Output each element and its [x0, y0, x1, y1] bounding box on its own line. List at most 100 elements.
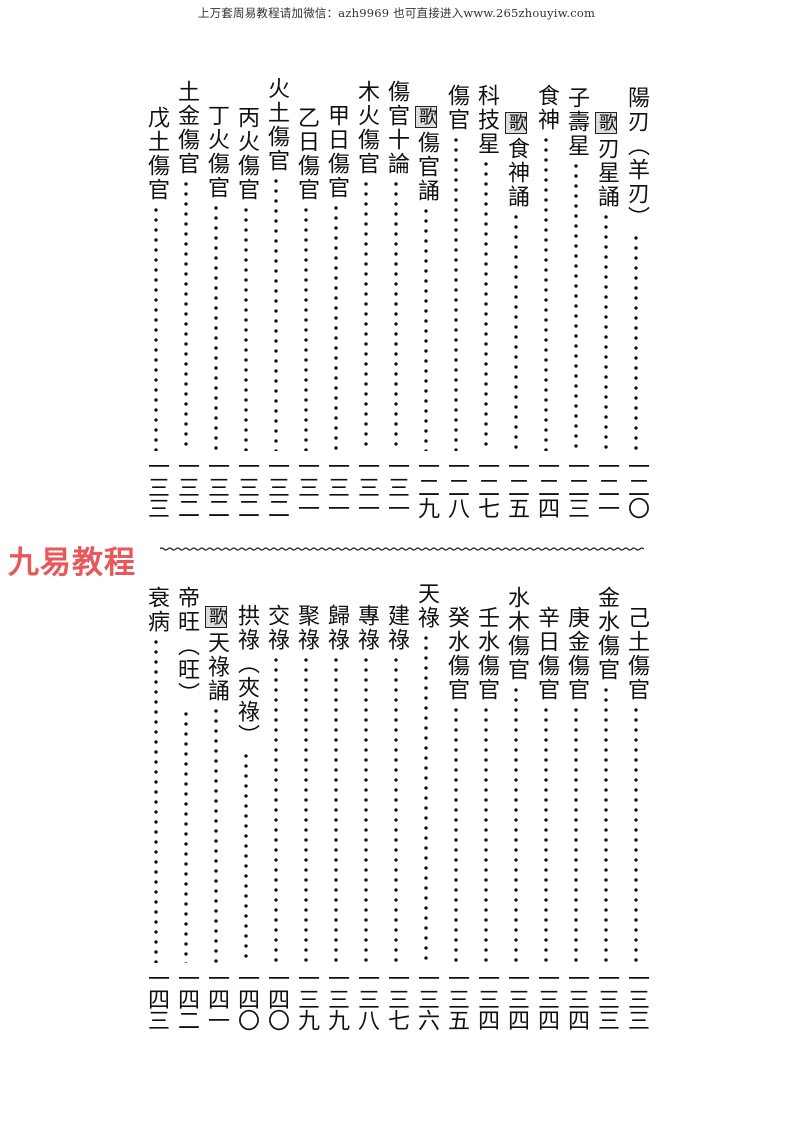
toc-entry-label: 傷官十論 [384, 80, 409, 176]
dot-leader [603, 212, 609, 451]
toc-entry-label: 乙日傷官 [294, 106, 319, 202]
toc-entry[interactable]: 己土傷官 一三三 [622, 606, 650, 1030]
toc-entry[interactable]: 水木傷官 一三四 [502, 586, 530, 1030]
toc-entry[interactable]: 金水傷官 一三三 [592, 586, 620, 1030]
toc-entry[interactable]: 傷官 一二八 [442, 84, 470, 518]
toc-entry[interactable]: 傷官十論 一三一 [382, 80, 410, 518]
toc-entry[interactable]: 甲日傷官 一三一 [322, 104, 350, 518]
toc-entry-label: 天祿誦 [204, 631, 229, 703]
toc-page-number: 一三五 [444, 967, 469, 1030]
toc-entry[interactable]: 歌刃星誦 一二一 [592, 112, 620, 518]
toc-entry[interactable]: 專祿 一三八 [352, 604, 380, 1030]
toc-entry-title: 歌食神誦 [502, 112, 530, 209]
toc-entry-label: 己土傷官 [624, 606, 649, 702]
toc-page-number: 一三一 [384, 455, 409, 518]
toc-entry[interactable]: 歌天祿誦 一四一 [202, 606, 230, 1030]
toc-page-number: 一四三 [144, 967, 169, 1030]
dot-leader [513, 685, 519, 963]
toc-entry-label: 食神誦 [504, 137, 529, 209]
dot-leader [273, 176, 279, 451]
toc-entry[interactable]: 衰病 一四三 [142, 586, 170, 1030]
dot-leader [603, 685, 609, 963]
toc-entry-label: 天祿 [414, 582, 439, 630]
dot-leader [213, 706, 219, 963]
watermark-logo: 九易教程 [8, 545, 136, 581]
toc-entry[interactable]: 丙火傷官 一三二 [232, 106, 260, 518]
toc-entry[interactable]: 建祿 一三七 [382, 604, 410, 1030]
dot-leader [483, 705, 489, 963]
toc-page-number: 一三二 [174, 455, 199, 518]
toc-page-number: 一二三 [564, 455, 589, 518]
toc-entry[interactable]: 壬水傷官 一三四 [472, 606, 500, 1030]
toc-entry-title: 建祿 [382, 604, 410, 652]
toc-entry[interactable]: 木火傷官 一三一 [352, 80, 380, 518]
toc-entry[interactable]: 歸祿 一三九 [322, 604, 350, 1030]
toc-entry-label: 刃星誦 [594, 137, 619, 209]
toc-entry[interactable]: 食神 一二四 [532, 84, 560, 518]
toc-entry-title: 金水傷官 [592, 586, 620, 682]
dot-leader [303, 205, 309, 451]
toc-entry[interactable]: 庚金傷官 一三四 [562, 606, 590, 1030]
toc-entry-title: 火土傷官 [262, 77, 290, 173]
toc-entry[interactable]: 丁火傷官 一三二 [202, 104, 230, 518]
toc-entry-title: 甲日傷官 [322, 104, 350, 200]
toc-entry-label: 傷官 [444, 84, 469, 132]
dot-leader [333, 203, 339, 451]
section-divider [160, 547, 644, 551]
toc-page-number: 一二一 [594, 455, 619, 518]
toc-entry[interactable]: 歌食神誦 一二五 [502, 112, 530, 518]
song-marker-box: 歌 [595, 112, 617, 134]
toc-page-number: 一四一 [204, 967, 229, 1030]
toc-entry-title: 歌天祿誦 [202, 606, 230, 703]
toc-entry[interactable]: 火土傷官 一三二 [262, 77, 290, 518]
toc-entry-label: 癸水傷官 [444, 606, 469, 702]
toc-page-number: 一三九 [324, 967, 349, 1030]
toc-page-number: 一二九 [414, 455, 439, 518]
dot-leader [183, 179, 189, 451]
dot-leader [513, 212, 519, 451]
toc-entry-label: 水木傷官 [504, 586, 529, 682]
dot-leader [213, 203, 219, 451]
toc-entry-label: 火土傷官 [264, 77, 289, 173]
toc-entry-label: 食神 [534, 84, 559, 132]
toc-entry-title: 水木傷官 [502, 586, 530, 682]
toc-entry[interactable]: 聚祿 一三九 [292, 604, 320, 1030]
toc-entry[interactable]: 帝旺（旺） 一四二 [172, 586, 200, 1030]
toc-entry[interactable]: 子壽星 一二三 [562, 86, 590, 518]
toc-page-number: 一四〇 [234, 967, 259, 1030]
toc-page-number: 一四〇 [264, 967, 289, 1030]
toc-entry-label: 帝旺（旺） [174, 586, 199, 706]
toc-page-number: 一二〇 [624, 455, 649, 518]
toc-entry[interactable]: 戊土傷官 一三三 [142, 106, 170, 518]
toc-page-number: 一三三 [144, 455, 169, 518]
toc-entry[interactable]: 陽刃（羊刃） 一二〇 [622, 86, 650, 518]
dot-leader [633, 233, 639, 451]
toc-entry[interactable]: 天祿 一三六 [412, 582, 440, 1030]
toc-entry[interactable]: 拱祿（夾祿） 一四〇 [232, 604, 260, 1030]
toc-entry-title: 科技星 [472, 84, 500, 156]
page-header-banner: 上万套周易教程请加微信：azh9969 也可直接进入www.265zhouyiw… [197, 6, 596, 20]
toc-entry-label: 歸祿 [324, 604, 349, 652]
toc-entry-label: 木火傷官 [354, 80, 379, 176]
toc-entry[interactable]: 辛日傷官 一三四 [532, 606, 560, 1030]
dot-leader [573, 705, 579, 963]
toc-entry-label: 庚金傷官 [564, 606, 589, 702]
toc-entry-label: 陽刃（羊刃） [624, 86, 649, 230]
toc-entry-title: 子壽星 [562, 86, 590, 158]
toc-entry[interactable]: 土金傷官 一三二 [172, 80, 200, 518]
toc-entry[interactable]: 癸水傷官 一三五 [442, 606, 470, 1030]
toc-entry[interactable]: 乙日傷官 一三一 [292, 106, 320, 518]
dot-leader [243, 205, 249, 451]
toc-entry-title: 木火傷官 [352, 80, 380, 176]
toc-entry[interactable]: 科技星 一二七 [472, 84, 500, 518]
toc-entry[interactable]: 歌傷官誦 一二九 [412, 106, 440, 518]
dot-leader [333, 655, 339, 963]
dot-leader [633, 705, 639, 963]
toc-page-number: 一三二 [204, 455, 229, 518]
toc-entry-label: 壬水傷官 [474, 606, 499, 702]
toc-entry[interactable]: 交祿 一四〇 [262, 604, 290, 1030]
toc-page-number: 一三九 [294, 967, 319, 1030]
toc-page-number: 一三二 [234, 455, 259, 518]
dot-leader [243, 751, 249, 963]
toc-page-number: 一二七 [474, 455, 499, 518]
